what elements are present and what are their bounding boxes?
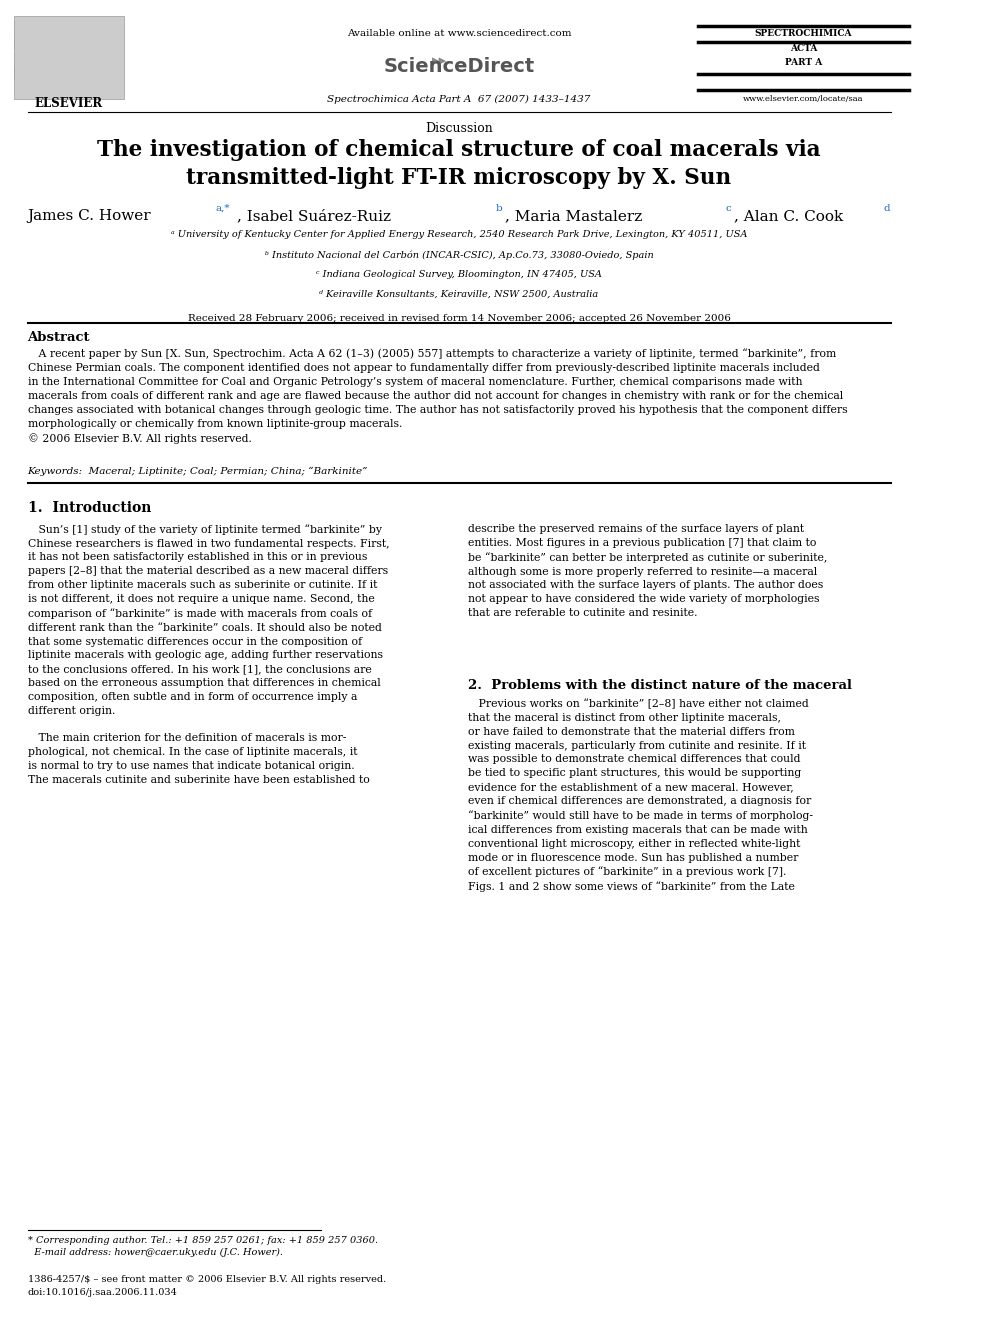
Bar	[14, 37, 31, 50]
Text: ScienceDirect: ScienceDirect	[384, 57, 535, 75]
Text: b: b	[496, 204, 503, 213]
Text: ᶜ Indiana Geological Survey, Bloomington, IN 47405, USA: ᶜ Indiana Geological Survey, Bloomington…	[316, 270, 602, 279]
Text: www.elsevier.com/locate/saa: www.elsevier.com/locate/saa	[743, 95, 864, 103]
Bar	[32, 37, 50, 50]
Text: ACTA: ACTA	[790, 44, 817, 53]
Bar	[32, 22, 50, 36]
Bar	[32, 52, 50, 65]
Text: Abstract: Abstract	[28, 331, 90, 344]
Text: a,*: a,*	[215, 204, 230, 213]
Text: 1386-4257/$ – see front matter © 2006 Elsevier B.V. All rights reserved.
doi:10.: 1386-4257/$ – see front matter © 2006 El…	[28, 1275, 386, 1297]
Text: ᵈ Keiraville Konsultants, Keiraville, NSW 2500, Australia: ᵈ Keiraville Konsultants, Keiraville, NS…	[319, 290, 599, 299]
Bar	[32, 66, 50, 79]
Bar	[105, 37, 123, 50]
Text: ELSEVIER: ELSEVIER	[35, 97, 103, 110]
Text: James C. Hower: James C. Hower	[28, 209, 151, 224]
Bar	[105, 66, 123, 79]
Bar	[51, 22, 67, 36]
Text: 2.  Problems with the distinct nature of the maceral: 2. Problems with the distinct nature of …	[468, 679, 852, 692]
Text: d: d	[883, 204, 890, 213]
Text: Received 28 February 2006; received in revised form 14 November 2006; accepted 2: Received 28 February 2006; received in r…	[187, 314, 730, 323]
Bar	[87, 66, 105, 79]
Bar	[14, 52, 31, 65]
Bar	[87, 37, 105, 50]
Text: c: c	[725, 204, 731, 213]
Text: Keywords:  Maceral; Liptinite; Coal; Permian; China; “Barkinite”: Keywords: Maceral; Liptinite; Coal; Perm…	[28, 467, 368, 476]
Text: , Alan C. Cook: , Alan C. Cook	[734, 209, 844, 224]
Text: Spectrochimica Acta Part A  67 (2007) 1433–1437: Spectrochimica Acta Part A 67 (2007) 143…	[327, 95, 591, 105]
Text: ▸▸: ▸▸	[432, 53, 446, 67]
Bar	[51, 52, 67, 65]
Text: Previous works on “barkinite” [2–8] have either not claimed
that the maceral is : Previous works on “barkinite” [2–8] have…	[468, 699, 813, 893]
Bar	[105, 52, 123, 65]
Text: 1.  Introduction: 1. Introduction	[28, 501, 151, 516]
Bar	[87, 52, 105, 65]
Text: describe the preserved remains of the surface layers of plant
entities. Most fig: describe the preserved remains of the su…	[468, 524, 827, 618]
Text: PART A: PART A	[785, 58, 822, 67]
Text: , Maria Mastalerz: , Maria Mastalerz	[505, 209, 642, 224]
Text: * Corresponding author. Tel.: +1 859 257 0261; fax: +1 859 257 0360.
  E-mail ad: * Corresponding author. Tel.: +1 859 257…	[28, 1236, 378, 1257]
Bar	[87, 22, 105, 36]
Bar	[51, 37, 67, 50]
Text: Discussion: Discussion	[426, 122, 493, 135]
Bar	[68, 22, 86, 36]
Text: Available online at www.sciencedirect.com: Available online at www.sciencedirect.co…	[347, 29, 571, 38]
Bar	[68, 37, 86, 50]
Text: , Isabel Suárez-Ruiz: , Isabel Suárez-Ruiz	[237, 209, 391, 224]
Text: The investigation of chemical structure of coal macerals via
transmitted-light F: The investigation of chemical structure …	[97, 139, 820, 189]
Bar	[105, 22, 123, 36]
Text: ᵇ Instituto Nacional del Carbón (INCAR-CSIC), Ap.Co.73, 33080-Oviedo, Spain: ᵇ Instituto Nacional del Carbón (INCAR-C…	[265, 250, 654, 259]
Bar	[14, 66, 31, 79]
Text: SPECTROCHIMICA: SPECTROCHIMICA	[755, 29, 852, 38]
Text: A recent paper by Sun [X. Sun, Spectrochim. Acta A 62 (1–3) (2005) 557] attempts: A recent paper by Sun [X. Sun, Spectroch…	[28, 348, 847, 445]
FancyBboxPatch shape	[14, 16, 124, 99]
Bar	[68, 52, 86, 65]
Text: Sun’s [1] study of the variety of liptinite termed “barkinite” by
Chinese resear: Sun’s [1] study of the variety of liptin…	[28, 524, 389, 785]
Bar	[14, 22, 31, 36]
Bar	[68, 66, 86, 79]
Text: ᵃ University of Kentucky Center for Applied Energy Research, 2540 Research Park : ᵃ University of Kentucky Center for Appl…	[171, 230, 747, 239]
Bar	[51, 66, 67, 79]
